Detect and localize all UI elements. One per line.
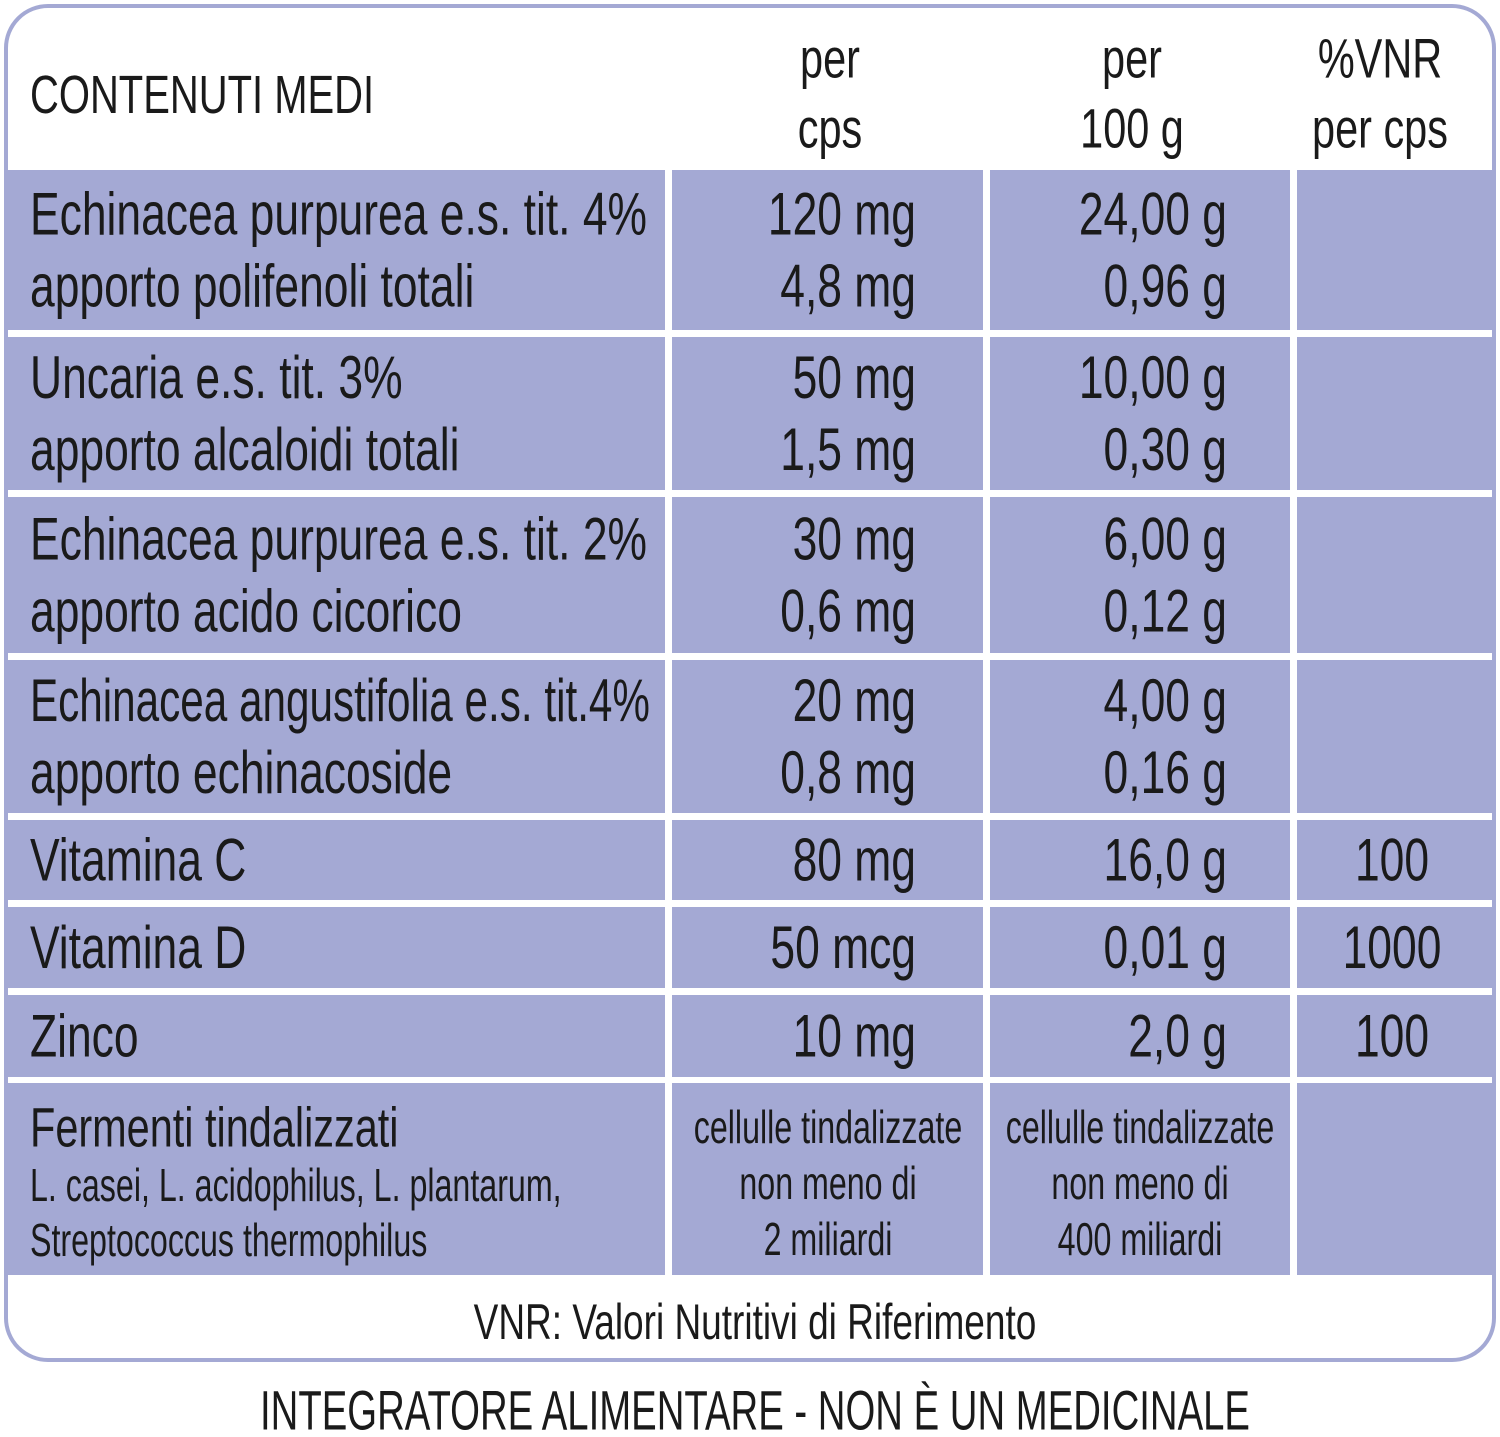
cell-text: Vitamina D — [30, 914, 246, 981]
table-cell — [672, 337, 983, 490]
cell-text: 2 miliardi — [764, 1213, 893, 1265]
cell-text: 100 — [1355, 1003, 1429, 1070]
cell-text: apporto polifenoli totali — [30, 253, 474, 320]
cell-text: 100 — [1355, 827, 1429, 894]
table-cell — [8, 337, 665, 490]
table-cell — [672, 660, 983, 813]
cell-text: Echinacea angustifolia e.s. tit.4% — [30, 667, 650, 734]
table-cell — [8, 660, 665, 813]
cell-text: 2,0 g — [1128, 1003, 1227, 1070]
table-cell — [8, 170, 665, 330]
cell-text: apporto echinacoside — [30, 739, 452, 806]
cell-text: %VNR — [1318, 27, 1442, 90]
cell-text: 6,00 g — [1104, 506, 1227, 573]
table-cell — [1297, 820, 1494, 900]
cell-text: Echinacea purpurea e.s. tit. 2% — [30, 506, 647, 573]
table-cell — [8, 1083, 665, 1275]
cell-text: L. casei, L. acidophilus, L. plantarum, — [30, 1159, 562, 1211]
table-cell — [1297, 1083, 1494, 1275]
cell-text: apporto alcaloidi totali — [30, 416, 459, 483]
table-cell — [8, 907, 665, 988]
cell-text: 0,16 g — [1104, 739, 1227, 806]
table-cell — [990, 497, 1290, 653]
cell-text: 0,8 mg — [780, 739, 916, 806]
cell-text: VNR: Valori Nutritivi di Riferimento — [474, 1294, 1037, 1350]
cell-text: 0,96 g — [1104, 253, 1227, 320]
cell-text: 0,12 g — [1104, 578, 1227, 645]
cell-text: 20 mg — [793, 667, 916, 734]
cell-text: apporto acido cicorico — [30, 578, 462, 645]
cell-text: 24,00 g — [1079, 181, 1227, 248]
cell-text: 0,30 g — [1104, 416, 1227, 483]
table-cell — [8, 995, 665, 1077]
cell-text: non meno di — [1051, 1157, 1228, 1209]
cell-text: 1000 — [1343, 914, 1442, 981]
cell-text: 100 g — [1080, 97, 1184, 160]
cell-text: per cps — [1312, 97, 1448, 160]
cell-text: 120 mg — [768, 181, 916, 248]
cell-text: cps — [798, 97, 862, 160]
cell-text: 16,0 g — [1104, 827, 1227, 894]
cell-text: 10,00 g — [1079, 344, 1227, 411]
cell-text: 10 mg — [793, 1003, 916, 1070]
cell-text: 50 mcg — [770, 914, 916, 981]
cell-text: Echinacea purpurea e.s. tit. 4% — [30, 181, 647, 248]
table-cell — [672, 907, 983, 988]
table-border — [4, 4, 1496, 1362]
table-cell — [990, 1083, 1290, 1275]
cell-text: cellulle tindalizzate — [1006, 1101, 1274, 1153]
table-cell — [672, 170, 983, 330]
table-cell — [8, 820, 665, 900]
table-cell — [1297, 170, 1494, 330]
cell-text: non meno di — [739, 1157, 916, 1209]
cell-text: Fermenti tindalizzati — [30, 1096, 398, 1159]
table-cell — [990, 337, 1290, 490]
table-cell — [1297, 995, 1494, 1077]
cell-text: CONTENUTI MEDI — [30, 65, 374, 125]
table-cell — [990, 820, 1290, 900]
cell-text: per — [1102, 27, 1162, 90]
table-cell — [1297, 907, 1494, 988]
cell-text: 80 mg — [793, 827, 916, 894]
cell-text: INTEGRATORE ALIMENTARE - NON È UN MEDICI… — [260, 1379, 1250, 1437]
cell-text: 4,8 mg — [780, 253, 916, 320]
table-cell — [1297, 337, 1494, 490]
cell-text: Uncaria e.s. tit. 3% — [30, 344, 403, 411]
cell-text: 1,5 mg — [780, 416, 916, 483]
cell-text: Vitamina C — [30, 827, 246, 894]
cell-text: 50 mg — [793, 344, 916, 411]
table-cell — [990, 660, 1290, 813]
table-cell — [990, 170, 1290, 330]
cell-text: 0,6 mg — [780, 578, 916, 645]
cell-text: 400 miliardi — [1058, 1213, 1223, 1265]
cell-text: cellulle tindalizzate — [694, 1101, 962, 1153]
table-cell — [672, 497, 983, 653]
cell-text: 30 mg — [793, 506, 916, 573]
table-cell — [672, 820, 983, 900]
cell-text: Zinco — [30, 1003, 139, 1070]
table-cell — [1297, 497, 1494, 653]
table-cell — [990, 907, 1290, 988]
cell-text: Streptococcus thermophilus — [30, 1214, 427, 1266]
cell-text: 0,01 g — [1104, 914, 1227, 981]
table-cell — [990, 995, 1290, 1077]
table-cell — [672, 995, 983, 1077]
table-cell — [8, 497, 665, 653]
cell-text: per — [800, 27, 860, 90]
cell-text: 4,00 g — [1104, 667, 1227, 734]
table-cell — [672, 1083, 983, 1275]
table-cell — [1297, 660, 1494, 813]
